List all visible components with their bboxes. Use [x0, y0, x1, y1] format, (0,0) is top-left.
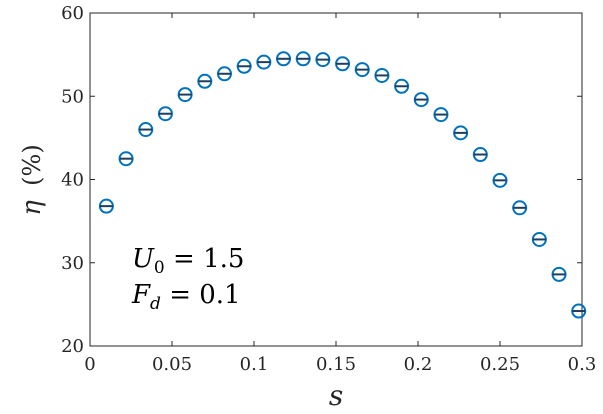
y-tick-label: 60 — [61, 3, 84, 24]
data-point — [138, 122, 154, 138]
y-axis-unit: (%) — [18, 144, 46, 186]
data-point — [394, 78, 410, 94]
y-axis-label: η (%) — [17, 144, 47, 215]
x-tick-label: 0.05 — [152, 354, 192, 375]
data-point — [571, 303, 587, 319]
data-point — [472, 147, 488, 163]
y-axis-symbol: η — [17, 200, 47, 216]
data-point — [236, 58, 252, 74]
x-tick-label: 0.1 — [240, 354, 269, 375]
data-point — [453, 125, 469, 141]
data-point — [374, 67, 390, 83]
data-point — [216, 66, 232, 82]
data-point — [256, 54, 272, 70]
data-point — [512, 200, 528, 216]
data-point — [177, 87, 193, 103]
data-point — [315, 52, 331, 68]
y-tick-label: 50 — [61, 86, 84, 107]
data-point — [295, 51, 311, 67]
x-tick-label: 0.2 — [404, 354, 433, 375]
svg-text:η (%): η (%) — [17, 144, 47, 215]
annotation-fd: Fd = 0.1 — [131, 280, 241, 314]
data-point — [413, 92, 429, 108]
x-tick-label: 0 — [84, 354, 95, 375]
y-axis-ticks: 20 30 40 50 60 — [61, 3, 582, 357]
data-point — [157, 106, 173, 122]
x-tick-label: 0.25 — [480, 354, 520, 375]
data-point — [551, 266, 567, 282]
data-point — [492, 172, 508, 188]
data-point — [433, 107, 449, 123]
y-tick-label: 30 — [61, 253, 84, 274]
y-tick-label: 40 — [61, 170, 84, 191]
annotation-u0: U0 = 1.5 — [132, 244, 244, 278]
x-tick-label: 0.15 — [316, 354, 356, 375]
data-point — [354, 62, 370, 78]
x-axis-ticks: 0 0.05 0.1 0.15 0.2 0.25 0.3 — [84, 13, 596, 375]
data-point — [276, 51, 292, 67]
x-tick-label: 0.3 — [568, 354, 597, 375]
data-point — [531, 231, 547, 247]
data-point — [197, 73, 213, 89]
x-axis-label: s — [329, 379, 343, 412]
data-point — [118, 151, 134, 167]
y-tick-label: 20 — [61, 336, 84, 357]
data-point — [335, 56, 351, 72]
data-point — [98, 198, 114, 214]
data-points — [98, 51, 587, 319]
